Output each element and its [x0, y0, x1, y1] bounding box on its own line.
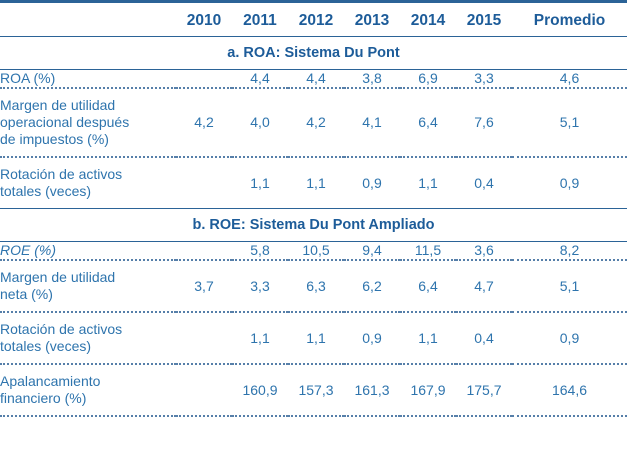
row-roe: ROE (%) 5,8 10,5 9,4 11,5 3,6 8,2 — [0, 241, 627, 261]
header-year-2011: 2011 — [232, 0, 288, 37]
cell-value: 4,6 — [512, 69, 627, 89]
cell-value: 4,2 — [288, 88, 344, 158]
cell-value: 0,4 — [456, 312, 512, 365]
cell-value: 3,7 — [176, 260, 232, 313]
cell-value: 9,4 — [344, 241, 400, 261]
row-label: Margen de utilidad operacional después d… — [0, 88, 176, 158]
cell-value: 4,0 — [232, 88, 288, 158]
row-label: Apalancamiento financiero (%) — [0, 364, 176, 417]
cell-value: 3,8 — [344, 69, 400, 89]
row-apalancamiento: Apalancamiento financiero (%) 160,9 157,… — [0, 364, 627, 417]
cell-value: 1,1 — [232, 312, 288, 365]
section-a-title: a. ROA: Sistema Du Pont — [0, 36, 627, 70]
header-empty-cell — [0, 0, 176, 37]
cell-value: 5,1 — [512, 88, 627, 158]
row-margen-operacional: Margen de utilidad operacional después d… — [0, 88, 627, 158]
cell-value — [176, 364, 232, 417]
section-a-title-row: a. ROA: Sistema Du Pont — [0, 36, 627, 70]
header-year-2010: 2010 — [176, 0, 232, 37]
cell-value: 1,1 — [400, 157, 456, 209]
cell-value: 4,7 — [456, 260, 512, 313]
cell-value: 11,5 — [400, 241, 456, 261]
cell-value: 6,2 — [344, 260, 400, 313]
header-year-2014: 2014 — [400, 0, 456, 37]
cell-value: 161,3 — [344, 364, 400, 417]
cell-value: 6,9 — [400, 69, 456, 89]
cell-value: 167,9 — [400, 364, 456, 417]
header-year-2015: 2015 — [456, 0, 512, 37]
header-year-2013: 2013 — [344, 0, 400, 37]
cell-value: 4,4 — [232, 69, 288, 89]
cell-value: 3,6 — [456, 241, 512, 261]
cell-value: 6,4 — [400, 88, 456, 158]
cell-value — [176, 157, 232, 209]
cell-value: 160,9 — [232, 364, 288, 417]
cell-value: 157,3 — [288, 364, 344, 417]
section-b-title-row: b. ROE: Sistema Du Pont Ampliado — [0, 208, 627, 242]
header-promedio: Promedio — [512, 0, 627, 37]
cell-value: 175,7 — [456, 364, 512, 417]
row-rotacion-b: Rotación de activos totales (veces) 1,1 … — [0, 312, 627, 365]
cell-value: 0,9 — [512, 312, 627, 365]
cell-value: 1,1 — [400, 312, 456, 365]
row-rotacion-a: Rotación de activos totales (veces) 1,1 … — [0, 157, 627, 209]
row-roa: ROA (%) 4,4 4,4 3,8 6,9 3,3 4,6 — [0, 69, 627, 89]
cell-value: 6,4 — [400, 260, 456, 313]
row-label: Margen de utilidad neta (%) — [0, 260, 176, 313]
cell-value: 7,6 — [456, 88, 512, 158]
row-label: ROE (%) — [0, 241, 176, 261]
row-label: ROA (%) — [0, 69, 176, 89]
cell-value: 0,9 — [344, 312, 400, 365]
cell-value: 4,2 — [176, 88, 232, 158]
cell-value — [176, 241, 232, 261]
cell-value: 3,3 — [456, 69, 512, 89]
cell-value: 1,1 — [232, 157, 288, 209]
table-header-row: 2010 2011 2012 2013 2014 2015 Promedio — [0, 0, 627, 37]
header-year-2012: 2012 — [288, 0, 344, 37]
cell-value — [176, 312, 232, 365]
cell-value: 6,3 — [288, 260, 344, 313]
cell-value: 0,9 — [344, 157, 400, 209]
cell-value: 3,3 — [232, 260, 288, 313]
cell-value: 10,5 — [288, 241, 344, 261]
cell-value: 164,6 — [512, 364, 627, 417]
cell-value: 1,1 — [288, 157, 344, 209]
row-label: Rotación de activos totales (veces) — [0, 157, 176, 209]
cell-value: 0,4 — [456, 157, 512, 209]
cell-value: 5,8 — [232, 241, 288, 261]
section-b-title: b. ROE: Sistema Du Pont Ampliado — [0, 208, 627, 242]
cell-value — [176, 69, 232, 89]
cell-value: 5,1 — [512, 260, 627, 313]
cell-value: 0,9 — [512, 157, 627, 209]
cell-value: 4,1 — [344, 88, 400, 158]
cell-value: 4,4 — [288, 69, 344, 89]
cell-value: 8,2 — [512, 241, 627, 261]
dupont-table: 2010 2011 2012 2013 2014 2015 Promedio a… — [0, 0, 627, 417]
row-margen-neta: Margen de utilidad neta (%) 3,7 3,3 6,3 … — [0, 260, 627, 313]
cell-value: 1,1 — [288, 312, 344, 365]
row-label: Rotación de activos totales (veces) — [0, 312, 176, 365]
